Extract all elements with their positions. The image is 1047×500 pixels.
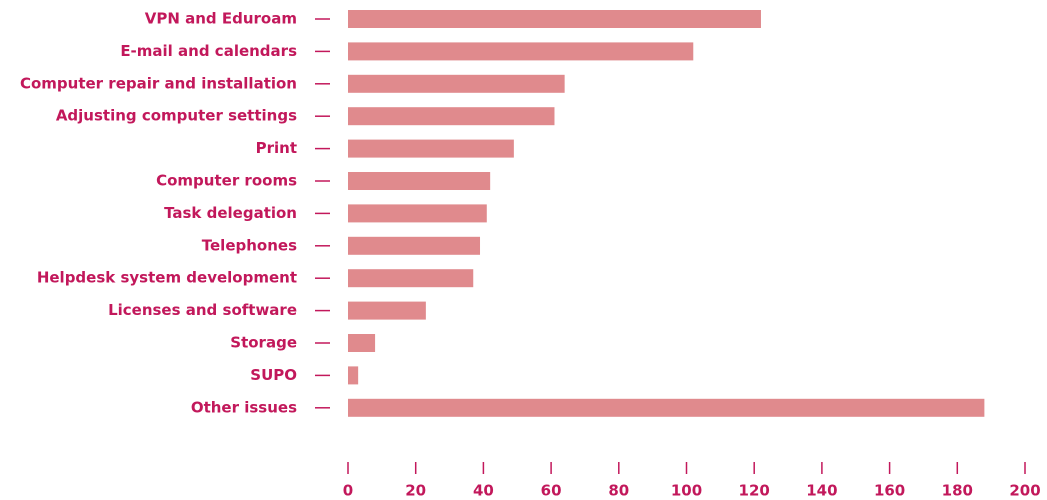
bar (348, 366, 359, 385)
x-tick-label: 100 (671, 482, 702, 500)
bar (348, 74, 565, 93)
bar (348, 204, 487, 223)
x-tick-label: 140 (806, 482, 837, 500)
y-tick-label: Print (256, 139, 297, 157)
y-tick-label: Licenses and software (108, 301, 297, 319)
y-tick-label: Storage (230, 334, 297, 352)
bar (348, 236, 481, 255)
bar (348, 172, 491, 190)
y-tick-label: Task delegation (164, 204, 297, 222)
y-tick-label: SUPO (250, 366, 297, 384)
x-tick-label: 80 (608, 482, 629, 500)
bar (348, 42, 694, 61)
bar (348, 269, 474, 288)
bar (348, 334, 376, 352)
y-tick-label: E-mail and calendars (120, 42, 297, 60)
x-tick-label: 160 (874, 482, 905, 500)
y-tick-label: VPN and Eduroam (145, 10, 297, 28)
x-tick-label: 60 (541, 482, 562, 500)
x-tick-label: 20 (405, 482, 426, 500)
bar (348, 139, 514, 158)
y-tick-label: Computer rooms (156, 172, 297, 190)
x-tick-label: 200 (1009, 482, 1040, 500)
y-tick-label: Computer repair and installation (20, 74, 297, 92)
bar (348, 10, 761, 28)
x-tick-label: 120 (739, 482, 770, 500)
y-tick-label: Adjusting computer settings (56, 107, 297, 125)
y-tick-label: Other issues (191, 398, 297, 416)
y-tick-label: Helpdesk system development (37, 269, 297, 287)
y-tick-label: Telephones (202, 236, 297, 254)
bar (348, 398, 985, 417)
bar (348, 107, 555, 126)
x-tick-label: 40 (473, 482, 494, 500)
x-tick-label: 0 (343, 482, 353, 500)
x-tick-label: 180 (942, 482, 973, 500)
bar (348, 301, 426, 320)
